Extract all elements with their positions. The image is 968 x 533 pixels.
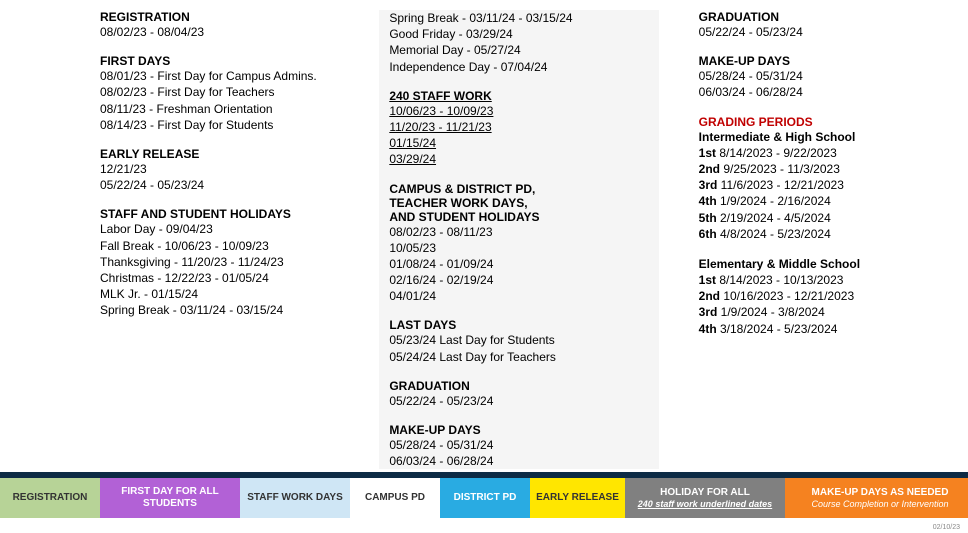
staff-work-line: 01/15/24 — [389, 135, 648, 151]
staff-work-line: 03/29/24 — [389, 151, 648, 167]
pd-line: 08/02/23 - 08/11/23 — [389, 224, 648, 240]
legend-item: STAFF WORK DAYS — [240, 478, 350, 518]
holidays-cont-line: Good Friday - 03/29/24 — [389, 26, 648, 42]
first-days-line: 08/01/23 - First Day for Campus Admins. — [100, 68, 369, 84]
grading-sub-2: Elementary & Middle School — [699, 256, 958, 272]
holidays-cont-line: Memorial Day - 05/27/24 — [389, 42, 648, 58]
staff-work-line: 11/20/23 - 11/21/23 — [389, 119, 648, 135]
staff-work-title: 240 STAFF WORK — [389, 89, 648, 103]
registration-range: 08/02/23 - 08/04/23 — [100, 24, 369, 40]
makeup-line-3: 06/03/24 - 06/28/24 — [699, 84, 958, 100]
pd-title-1: CAMPUS & DISTRICT PD, — [389, 182, 648, 196]
holidays-cont-line: Independence Day - 07/04/24 — [389, 59, 648, 75]
makeup-line-3: 05/28/24 - 05/31/24 — [699, 68, 958, 84]
grading-period-line: 1st 8/14/2023 - 10/13/2023 — [699, 272, 958, 288]
legend-item: HOLIDAY FOR ALL240 staff work underlined… — [625, 478, 785, 518]
pd-line: 02/16/24 - 02/19/24 — [389, 272, 648, 288]
graduation-title-3: GRADUATION — [699, 10, 958, 24]
first-days-line: 08/02/23 - First Day for Teachers — [100, 84, 369, 100]
legend-item: MAKE-UP DAYS AS NEEDEDCourse Completion … — [785, 478, 968, 518]
makeup-line: 06/03/24 - 06/28/24 — [389, 453, 648, 469]
holidays-line: MLK Jr. - 01/15/24 — [100, 286, 369, 302]
last-days-title: LAST DAYS — [389, 318, 648, 332]
holidays-line: Fall Break - 10/06/23 - 10/09/23 — [100, 238, 369, 254]
holidays-line: Labor Day - 09/04/23 — [100, 221, 369, 237]
early-release-title: EARLY RELEASE — [100, 147, 369, 161]
legend-item: CAMPUS PD — [350, 478, 440, 518]
pd-title-2: TEACHER WORK DAYS, — [389, 196, 648, 210]
column-1: REGISTRATION 08/02/23 - 08/04/23 FIRST D… — [90, 10, 379, 469]
pd-line: 01/08/24 - 01/09/24 — [389, 256, 648, 272]
pd-title-3: AND STUDENT HOLIDAYS — [389, 210, 648, 224]
last-days-line: 05/23/24 Last Day for Students — [389, 332, 648, 348]
column-2: Spring Break - 03/11/24 - 03/15/24 Good … — [379, 10, 658, 469]
grading-period-line: 3rd 1/9/2024 - 3/8/2024 — [699, 304, 958, 320]
staff-work-line: 10/06/23 - 10/09/23 — [389, 103, 648, 119]
holidays-line: Thanksgiving - 11/20/23 - 11/24/23 — [100, 254, 369, 270]
holidays-line: Christmas - 12/22/23 - 01/05/24 — [100, 270, 369, 286]
grading-period-line: 2nd 9/25/2023 - 11/3/2023 — [699, 161, 958, 177]
pd-line: 10/05/23 — [389, 240, 648, 256]
grading-period-line: 6th 4/8/2024 - 5/23/2024 — [699, 226, 958, 242]
holidays-title: STAFF AND STUDENT HOLIDAYS — [100, 207, 369, 221]
grading-period-line: 1st 8/14/2023 - 9/22/2023 — [699, 145, 958, 161]
grading-period-line: 4th 3/18/2024 - 5/23/2024 — [699, 321, 958, 337]
footer-bar: REGISTRATIONFIRST DAY FOR ALL STUDENTSST… — [0, 472, 968, 518]
grading-period-line: 4th 1/9/2024 - 2/16/2024 — [699, 193, 958, 209]
last-days-line: 05/24/24 Last Day for Teachers — [389, 349, 648, 365]
registration-title: REGISTRATION — [100, 10, 369, 24]
makeup-title: MAKE-UP DAYS — [389, 423, 648, 437]
legend: REGISTRATIONFIRST DAY FOR ALL STUDENTSST… — [0, 478, 968, 518]
grading-periods-title: GRADING PERIODS — [699, 115, 958, 129]
early-release-line: 12/21/23 — [100, 161, 369, 177]
makeup-line: 05/28/24 - 05/31/24 — [389, 437, 648, 453]
first-days-title: FIRST DAYS — [100, 54, 369, 68]
graduation-range-3: 05/22/24 - 05/23/24 — [699, 24, 958, 40]
grading-periods-list-2: 1st 8/14/2023 - 10/13/20232nd 10/16/2023… — [699, 272, 958, 337]
legend-item: FIRST DAY FOR ALL STUDENTS — [100, 478, 240, 518]
legend-item: EARLY RELEASE — [530, 478, 625, 518]
grading-period-line: 2nd 10/16/2023 - 12/21/2023 — [699, 288, 958, 304]
calendar-content: REGISTRATION 08/02/23 - 08/04/23 FIRST D… — [0, 0, 968, 479]
legend-item: REGISTRATION — [0, 478, 100, 518]
footnote-date: 02/10/23 — [933, 524, 960, 531]
holidays-line: Spring Break - 03/11/24 - 03/15/24 — [100, 302, 369, 318]
grading-periods-list-1: 1st 8/14/2023 - 9/22/20232nd 9/25/2023 -… — [699, 145, 958, 242]
legend-item: DISTRICT PD — [440, 478, 530, 518]
first-days-line: 08/11/23 - Freshman Orientation — [100, 101, 369, 117]
column-3: GRADUATION 05/22/24 - 05/23/24 MAKE-UP D… — [689, 10, 968, 469]
graduation-range: 05/22/24 - 05/23/24 — [389, 393, 648, 409]
graduation-title: GRADUATION — [389, 379, 648, 393]
grading-period-line: 3rd 11/6/2023 - 12/21/2023 — [699, 177, 958, 193]
pd-line: 04/01/24 — [389, 288, 648, 304]
holidays-cont-line: Spring Break - 03/11/24 - 03/15/24 — [389, 10, 648, 26]
grading-sub-1: Intermediate & High School — [699, 129, 958, 145]
grading-period-line: 5th 2/19/2024 - 4/5/2024 — [699, 210, 958, 226]
early-release-line: 05/22/24 - 05/23/24 — [100, 177, 369, 193]
makeup-title-3: MAKE-UP DAYS — [699, 54, 958, 68]
first-days-line: 08/14/23 - First Day for Students — [100, 117, 369, 133]
